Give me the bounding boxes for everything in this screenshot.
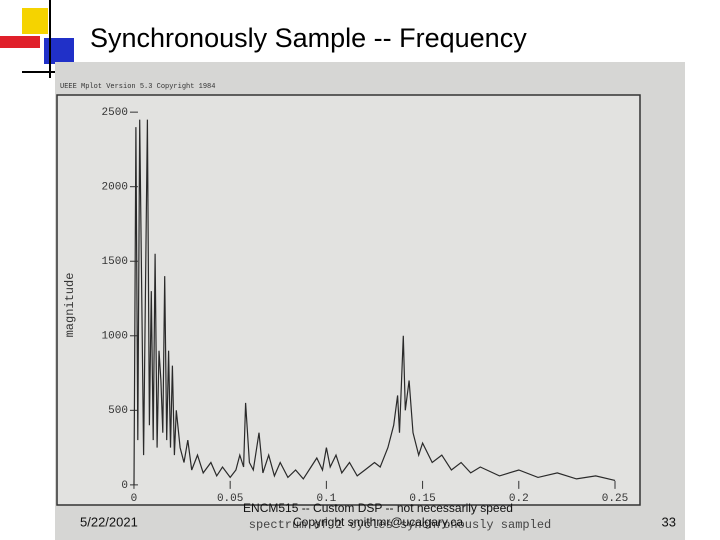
x-tick-label: 0.2 — [509, 493, 529, 505]
x-tick-label: 0.15 — [409, 493, 435, 505]
slide-copyright: Copyright smithmr@ucalgary.ca — [293, 515, 463, 529]
page-number: 33 — [662, 514, 676, 529]
y-tick-label: 500 — [108, 405, 128, 417]
deco-square — [22, 8, 48, 34]
deco-square — [44, 38, 74, 64]
y-tick-label: 2000 — [102, 182, 128, 194]
y-axis-label: magnitude — [63, 273, 77, 338]
plot-frame — [56, 94, 641, 506]
plot: 0 500 1000 1500 2000 2500 0 0.05 0.1 0.15 0.2 0.25 — [102, 107, 629, 505]
y-tick-label: 1500 — [102, 256, 128, 268]
spectrum-line — [133, 119, 616, 485]
x-tick-label: 0.05 — [217, 493, 243, 505]
x-tick-label: 0.25 — [602, 493, 628, 505]
x-tick-label: 0 — [131, 493, 138, 505]
slide-title: Synchronously Sample -- Frequency — [90, 23, 527, 53]
y-tick-label: 0 — [121, 480, 128, 492]
y-tick-label: 2500 — [102, 107, 128, 119]
x-axis-label: spectrum of 2 cycles synchronously sampl… — [249, 518, 551, 532]
slide-date: 5/22/2021 — [80, 514, 138, 529]
slide-footer: ENCM515 -- Custom DSP -- not necessarily… — [243, 501, 513, 515]
chart-header: UEEE Mplot Version 5.3 Copyright 1984 — [60, 83, 215, 91]
deco-bar — [0, 36, 40, 48]
x-tick-label: 0.1 — [316, 493, 336, 505]
y-tick-label: 1000 — [102, 331, 128, 343]
